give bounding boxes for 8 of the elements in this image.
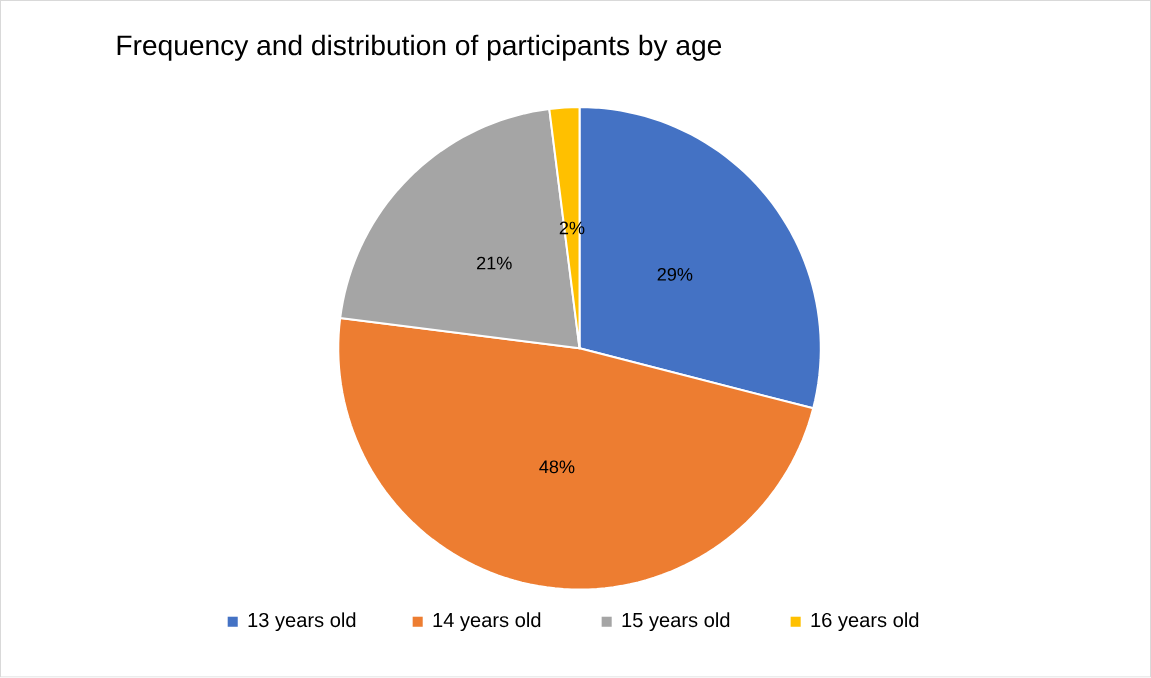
chart-title: Frequency and distribution of participants by age	[117, 34, 722, 62]
data-label: 48%	[539, 460, 575, 474]
legend-label: 15 years old	[622, 612, 730, 632]
legend-label: 13 years old	[248, 612, 356, 632]
data-label: 29%	[657, 268, 693, 282]
data-label: 21%	[477, 256, 512, 270]
legend-label: 14 years old	[433, 612, 541, 632]
legend-label: 16 years old	[811, 612, 919, 632]
